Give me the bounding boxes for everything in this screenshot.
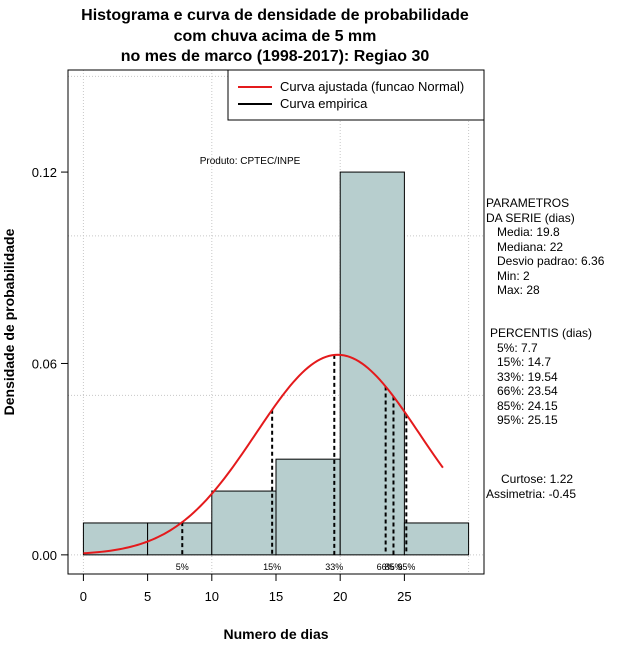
parameter-sd: Desvio padrao: 6.36 bbox=[497, 254, 605, 268]
shape-panel: Curtose: 1.22 Assimetria: -0.45 bbox=[486, 472, 576, 501]
percentiles-heading: PERCENTIS (dias) bbox=[490, 326, 593, 340]
percentile-5: 5%: 7.7 bbox=[497, 340, 538, 355]
percentile-label-3: 66% bbox=[377, 562, 395, 572]
x-axis-label: Numero de dias bbox=[223, 626, 328, 642]
percentile-33: 33%: 19.54 bbox=[497, 369, 558, 384]
percentile-label-0: 5% bbox=[176, 562, 189, 572]
product-annotation: Produto: CPTEC/INPE bbox=[200, 156, 301, 167]
percentile-85: 85%: 24.15 bbox=[497, 398, 558, 413]
grid-lines bbox=[68, 70, 484, 574]
parameter-median: Mediana: 22 bbox=[497, 239, 564, 254]
histogram-bar-4 bbox=[339, 171, 405, 556]
y-tick-label-1: 0.06 bbox=[32, 356, 57, 371]
chart-title-line-2: com chuva acima de 5 mm bbox=[173, 28, 377, 45]
legend-label-empirical: Curva empirica bbox=[280, 96, 368, 111]
x-tick-label-5: 25 bbox=[397, 589, 411, 604]
histogram-bar-3 bbox=[275, 458, 341, 556]
legend: Curva ajustada (funcao Normal) Curva emp… bbox=[227, 69, 485, 121]
parameters-heading-2: DA SERIE (dias) bbox=[486, 210, 575, 225]
percentile-lines bbox=[181, 354, 408, 555]
parameter-min: Min: 2 bbox=[497, 268, 530, 283]
legend-box bbox=[227, 69, 485, 121]
y-tick-label-2: 0.12 bbox=[32, 165, 57, 180]
chart-title-line-1: Histograma e curva de densidade de proba… bbox=[81, 7, 469, 24]
x-tick-label-4: 20 bbox=[333, 589, 347, 604]
percentile-label-5: 95% bbox=[397, 562, 415, 572]
percentile-labels: 5% 15% 33% 66%85%95% bbox=[176, 562, 416, 572]
x-tick-label-3: 15 bbox=[269, 589, 283, 604]
parameters-panel: PARAMETROS DA SERIE (dias) Media: 19.8 M… bbox=[486, 196, 604, 298]
normal-fit-curve bbox=[83, 353, 444, 555]
skewness: Assimetria: -0.45 bbox=[486, 486, 577, 501]
parameters-heading-1: PARAMETROS bbox=[486, 196, 570, 210]
y-tick-label-0: 0.00 bbox=[32, 548, 57, 563]
percentile-66: 66%: 23.54 bbox=[497, 384, 558, 398]
histogram-bars bbox=[82, 171, 470, 556]
x-axis: 0 5 10 15 20 25 bbox=[80, 573, 412, 604]
kurtosis: Curtose: 1.22 bbox=[501, 472, 574, 486]
percentile-95: 95%: 25.15 bbox=[497, 413, 558, 427]
percentile-label-2: 33% bbox=[325, 562, 343, 572]
histogram-bar-1 bbox=[147, 522, 213, 556]
x-tick-label-0: 0 bbox=[80, 589, 87, 604]
y-axis-label: Densidade de probabilidade bbox=[1, 228, 17, 415]
y-axis: 0.00 0.06 0.12 bbox=[32, 165, 69, 563]
percentile-15: 15%: 14.7 bbox=[497, 355, 552, 369]
x-tick-label-2: 10 bbox=[205, 589, 219, 604]
percentiles-panel: PERCENTIS (dias) 5%: 7.7 15%: 14.7 33%: … bbox=[486, 326, 592, 428]
x-tick-label-1: 5 bbox=[144, 589, 151, 604]
parameter-mean: Media: 19.8 bbox=[497, 225, 560, 239]
chart-title-line-3: no mes de marco (1998-2017): Regiao 30 bbox=[120, 48, 430, 65]
percentile-label-1: 15% bbox=[263, 562, 281, 572]
histogram-bar-2 bbox=[211, 490, 277, 556]
percentile-label-4: 85% bbox=[384, 562, 402, 572]
parameter-max: Max: 28 bbox=[497, 283, 540, 297]
legend-label-normal: Curva ajustada (funcao Normal) bbox=[280, 79, 464, 94]
histogram-bar-5 bbox=[403, 522, 470, 556]
